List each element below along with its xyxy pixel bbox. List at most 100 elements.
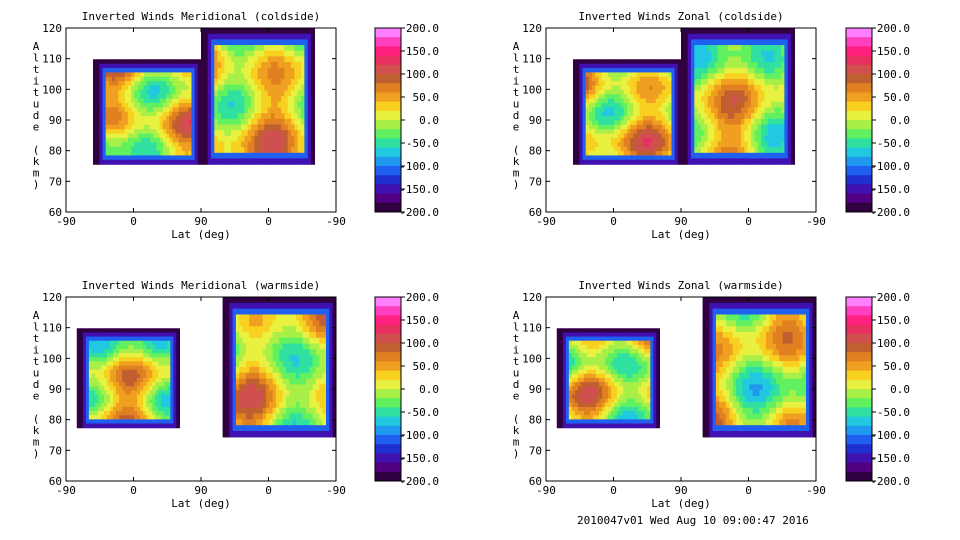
contour-cell [737, 73, 742, 80]
contour-cell [604, 59, 609, 65]
contour-cell [285, 314, 290, 321]
contour-cell [241, 118, 245, 126]
contour-cell [91, 373, 96, 379]
contour-cell [767, 28, 772, 35]
contour-cell [677, 142, 682, 148]
contour-cell [237, 84, 242, 91]
contour-cell [681, 107, 685, 114]
contour-cell [274, 107, 279, 114]
contour-cell [639, 59, 644, 65]
contour-cell [595, 116, 600, 122]
contour-cell [614, 129, 619, 135]
contour-cell [181, 133, 186, 139]
contour-cell [176, 357, 180, 362]
contour-cell [125, 361, 129, 367]
contour-cell [96, 98, 100, 104]
contour-cell [291, 130, 295, 137]
contour-cell [315, 425, 320, 432]
contour-cell [137, 155, 142, 161]
contour-cell [727, 73, 732, 80]
contour-cell [727, 152, 732, 160]
contour-cell [646, 142, 650, 148]
contour-cell [265, 349, 270, 356]
contour-cell [642, 142, 647, 148]
contour-cell [585, 85, 590, 91]
contour-cell [137, 81, 142, 87]
contour-cell [140, 419, 144, 425]
contour-cell [140, 357, 144, 362]
contour-cell [161, 332, 165, 338]
contour-cell [102, 89, 107, 95]
contour-cell [704, 141, 709, 148]
contour-cell [707, 107, 712, 114]
contour-cell [167, 382, 171, 387]
contour-cell [277, 141, 282, 148]
contour-cell [642, 63, 647, 69]
contour-cell [234, 96, 239, 103]
contour-cell [711, 113, 715, 120]
contour-cell [761, 130, 765, 137]
contour-cell [140, 328, 144, 334]
contour-cell [134, 411, 138, 416]
contour-cell [607, 94, 612, 100]
contour-cell [281, 56, 285, 63]
contour-cell [711, 50, 715, 57]
contour-cell [727, 33, 732, 40]
contour-cell [791, 33, 795, 40]
contour-cell [82, 386, 87, 391]
contour-cell [102, 116, 107, 122]
contour-cell [767, 45, 772, 52]
contour-cell [315, 331, 320, 339]
contour-cell [147, 116, 151, 122]
contour-cell [761, 96, 765, 103]
contour-cell [211, 118, 215, 126]
contour-cell [251, 39, 255, 46]
contour-cell [658, 76, 663, 82]
y-tick-label: 80 [529, 145, 542, 158]
contour-cell [771, 158, 775, 165]
contour-cell [93, 72, 97, 78]
contour-cell [764, 107, 769, 114]
contour-cell [787, 130, 792, 137]
contour-cell [204, 39, 209, 46]
contour-cell [311, 118, 315, 126]
contour-cell [642, 94, 647, 100]
contour-cell [319, 396, 324, 403]
contour-cell [284, 141, 289, 148]
contour-cell [747, 118, 752, 126]
contour-cell [573, 146, 577, 152]
contour-cell [222, 390, 227, 397]
contour-cell [784, 33, 789, 40]
contour-cell [109, 369, 114, 375]
contour-cell [161, 353, 165, 358]
contour-cell [611, 151, 615, 157]
contour-cell [158, 369, 162, 375]
contour-cell [131, 159, 135, 165]
contour-cell [721, 50, 725, 57]
contour-cell [764, 67, 769, 74]
contour-cell [623, 151, 628, 157]
contour-cell [294, 39, 299, 46]
contour-cell [99, 98, 104, 104]
contour-cell [166, 94, 170, 100]
contour-cell [247, 147, 252, 154]
contour-cell [102, 107, 107, 113]
contour-cell [269, 372, 274, 380]
contour-cell [694, 118, 699, 126]
contour-cell [214, 124, 219, 131]
contour-cell [285, 419, 290, 426]
contour-cell [140, 120, 145, 126]
contour-cell [652, 94, 657, 100]
contour-cell [724, 130, 729, 137]
contour-cell [582, 107, 587, 113]
contour-cell [620, 76, 625, 82]
contour-cell [225, 349, 230, 356]
contour-cell [155, 419, 159, 425]
contour-cell [164, 373, 168, 379]
contour-cell [697, 152, 702, 160]
contour-cell [128, 419, 132, 425]
contour-cell [115, 94, 120, 100]
contour-cell [102, 63, 107, 69]
contour-cell [658, 133, 663, 139]
contour-cell [630, 68, 634, 73]
